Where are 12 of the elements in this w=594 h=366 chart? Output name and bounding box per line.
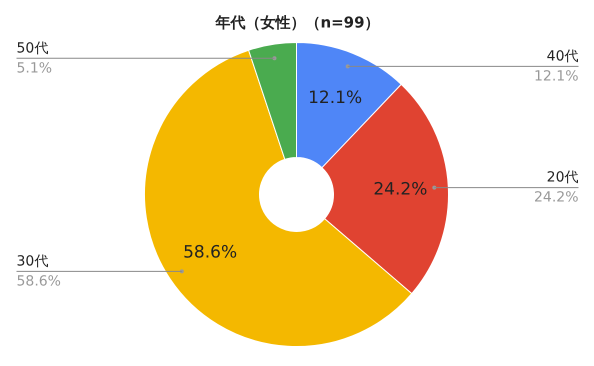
slice-label: 50代	[16, 40, 48, 56]
slice-label: 30代	[16, 253, 48, 270]
data-label: 5.1%	[16, 60, 52, 76]
text: 58.6%	[16, 273, 61, 290]
text: 24.2%	[534, 190, 579, 206]
data-label: 58.6%	[183, 242, 238, 262]
data-label: 12.1%	[308, 88, 362, 108]
data-label: 24.2%	[373, 179, 428, 200]
slice-label: 20代	[546, 170, 579, 186]
chart-title: 年代（女性）（n=99）	[214, 14, 380, 32]
slice-label: 40代	[546, 48, 579, 64]
text: 12.1%	[534, 68, 579, 84]
